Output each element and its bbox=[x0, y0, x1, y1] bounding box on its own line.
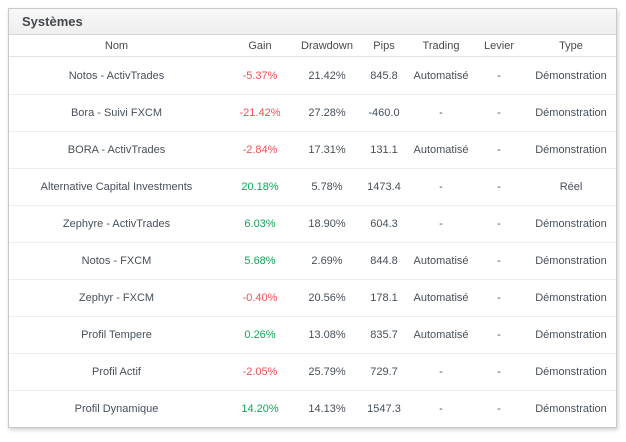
cell-levier: - bbox=[497, 144, 501, 156]
cell-type: Démonstration bbox=[535, 329, 607, 341]
cell-system-name[interactable]: Zephyre - ActivTrades bbox=[62, 218, 171, 230]
cell-type: Démonstration bbox=[535, 403, 607, 415]
table-row[interactable]: Zephyr - FXCM -0.40% 20.56% 178.1 Automa… bbox=[9, 279, 616, 316]
cell-pips: 844.8 bbox=[370, 255, 398, 267]
cell-system-name[interactable]: BORA - ActivTrades bbox=[67, 144, 166, 156]
cell-gain: 20.18% bbox=[241, 181, 279, 193]
cell-levier: - bbox=[497, 69, 501, 82]
table-row[interactable]: Notos - FXCM 5.68% 2.69% 844.8 Automatis… bbox=[9, 242, 616, 279]
cell-type: Réel bbox=[559, 181, 583, 193]
cell-trading: Automatisé bbox=[413, 144, 469, 156]
cell-type: Démonstration bbox=[535, 144, 607, 156]
cell-levier: - bbox=[497, 292, 501, 304]
table-row[interactable]: Profil Dynamique 14.20% 14.13% 1547.3 - … bbox=[9, 390, 616, 427]
cell-levier: - bbox=[497, 181, 501, 193]
cell-levier: - bbox=[497, 329, 501, 341]
cell-levier: - bbox=[497, 107, 501, 119]
table-body: Notos - ActivTrades -5.37% 21.42% 845.8 … bbox=[9, 57, 616, 427]
cell-system-name[interactable]: Notos - ActivTrades bbox=[68, 69, 165, 82]
cell-drawdown: 14.13% bbox=[308, 403, 346, 415]
cell-drawdown: 25.79% bbox=[308, 366, 346, 378]
cell-gain: -5.37% bbox=[242, 69, 278, 82]
cell-system-name[interactable]: Profil Actif bbox=[92, 366, 141, 378]
table-row[interactable]: Profil Actif -2.05% 25.79% 729.7 - - Dém… bbox=[9, 353, 616, 390]
cell-drawdown: 18.90% bbox=[308, 218, 346, 230]
cell-pips: 1547.3 bbox=[367, 403, 401, 415]
cell-drawdown: 21.42% bbox=[308, 69, 346, 82]
cell-drawdown: 13.08% bbox=[308, 329, 346, 341]
table-row[interactable]: Bora - Suivi FXCM -21.42% 27.28% -460.0 … bbox=[9, 94, 616, 131]
cell-gain: 14.20% bbox=[241, 403, 279, 415]
column-header-trading: Trading bbox=[422, 39, 460, 52]
cell-trading: Automatisé bbox=[413, 69, 469, 82]
cell-gain: -0.40% bbox=[242, 292, 278, 304]
cell-type: Démonstration bbox=[535, 292, 607, 304]
cell-system-name[interactable]: Notos - FXCM bbox=[81, 255, 152, 267]
cell-trading: - bbox=[439, 107, 443, 119]
cell-trading: - bbox=[439, 218, 443, 230]
column-header-levier: Levier bbox=[484, 39, 514, 52]
column-header-drawdown: Drawdown bbox=[301, 39, 353, 52]
cell-gain: 6.03% bbox=[244, 218, 276, 230]
panel-title-bar: Systèmes bbox=[9, 9, 616, 35]
cell-drawdown: 17.31% bbox=[308, 144, 346, 156]
column-header-type: Type bbox=[559, 39, 583, 52]
cell-drawdown: 2.69% bbox=[311, 255, 343, 267]
cell-type: Démonstration bbox=[535, 366, 607, 378]
cell-levier: - bbox=[497, 403, 501, 415]
cell-gain: -21.42% bbox=[239, 107, 281, 119]
cell-system-name[interactable]: Profil Dynamique bbox=[74, 403, 159, 415]
column-header-gain: Gain bbox=[248, 39, 272, 52]
cell-levier: - bbox=[497, 218, 501, 230]
cell-trading: - bbox=[439, 366, 443, 378]
cell-gain: 5.68% bbox=[244, 255, 276, 267]
cell-pips: 835.7 bbox=[370, 329, 398, 341]
table-row[interactable]: Zephyre - ActivTrades 6.03% 18.90% 604.3… bbox=[9, 205, 616, 242]
cell-trading: Automatisé bbox=[413, 292, 469, 304]
column-header-nom: Nom bbox=[104, 39, 129, 52]
cell-type: Démonstration bbox=[535, 107, 607, 119]
column-header-pips: Pips bbox=[373, 39, 395, 52]
cell-pips: 131.1 bbox=[370, 144, 398, 156]
cell-system-name[interactable]: Alternative Capital Investments bbox=[40, 181, 193, 193]
cell-type: Démonstration bbox=[535, 69, 607, 82]
cell-type: Démonstration bbox=[535, 218, 607, 230]
cell-system-name[interactable]: Bora - Suivi FXCM bbox=[70, 107, 163, 119]
cell-trading: - bbox=[439, 403, 443, 415]
cell-trading: - bbox=[439, 181, 443, 193]
cell-levier: - bbox=[497, 366, 501, 378]
table-row[interactable]: Profil Tempere 0.26% 13.08% 835.7 Automa… bbox=[9, 316, 616, 353]
systems-panel: Systèmes Nom Gain Drawdown Pips Trading … bbox=[8, 8, 617, 428]
cell-pips: 1473.4 bbox=[367, 181, 401, 193]
table-row[interactable]: BORA - ActivTrades -2.84% 17.31% 131.1 A… bbox=[9, 131, 616, 168]
table-header: Nom Gain Drawdown Pips Trading Levier Ty… bbox=[9, 35, 616, 57]
cell-pips: 845.8 bbox=[370, 69, 398, 82]
cell-system-name[interactable]: Profil Tempere bbox=[81, 329, 152, 341]
table-row[interactable]: Notos - ActivTrades -5.37% 21.42% 845.8 … bbox=[9, 57, 616, 94]
cell-pips: 729.7 bbox=[370, 366, 398, 378]
cell-type: Démonstration bbox=[535, 255, 607, 267]
cell-gain: -2.05% bbox=[242, 366, 278, 378]
cell-system-name[interactable]: Zephyr - FXCM bbox=[78, 292, 155, 304]
table-row[interactable]: Alternative Capital Investments 20.18% 5… bbox=[9, 168, 616, 205]
panel-title: Systèmes bbox=[22, 14, 83, 29]
cell-drawdown: 20.56% bbox=[308, 292, 346, 304]
cell-gain: -2.84% bbox=[242, 144, 278, 156]
cell-pips: 604.3 bbox=[370, 218, 398, 230]
cell-pips: -460.0 bbox=[368, 107, 400, 119]
cell-levier: - bbox=[497, 255, 501, 267]
cell-pips: 178.1 bbox=[370, 292, 398, 304]
cell-drawdown: 5.78% bbox=[311, 181, 343, 193]
cell-drawdown: 27.28% bbox=[308, 107, 346, 119]
cell-trading: Automatisé bbox=[413, 329, 469, 341]
cell-trading: Automatisé bbox=[413, 255, 469, 267]
cell-gain: 0.26% bbox=[244, 329, 276, 341]
